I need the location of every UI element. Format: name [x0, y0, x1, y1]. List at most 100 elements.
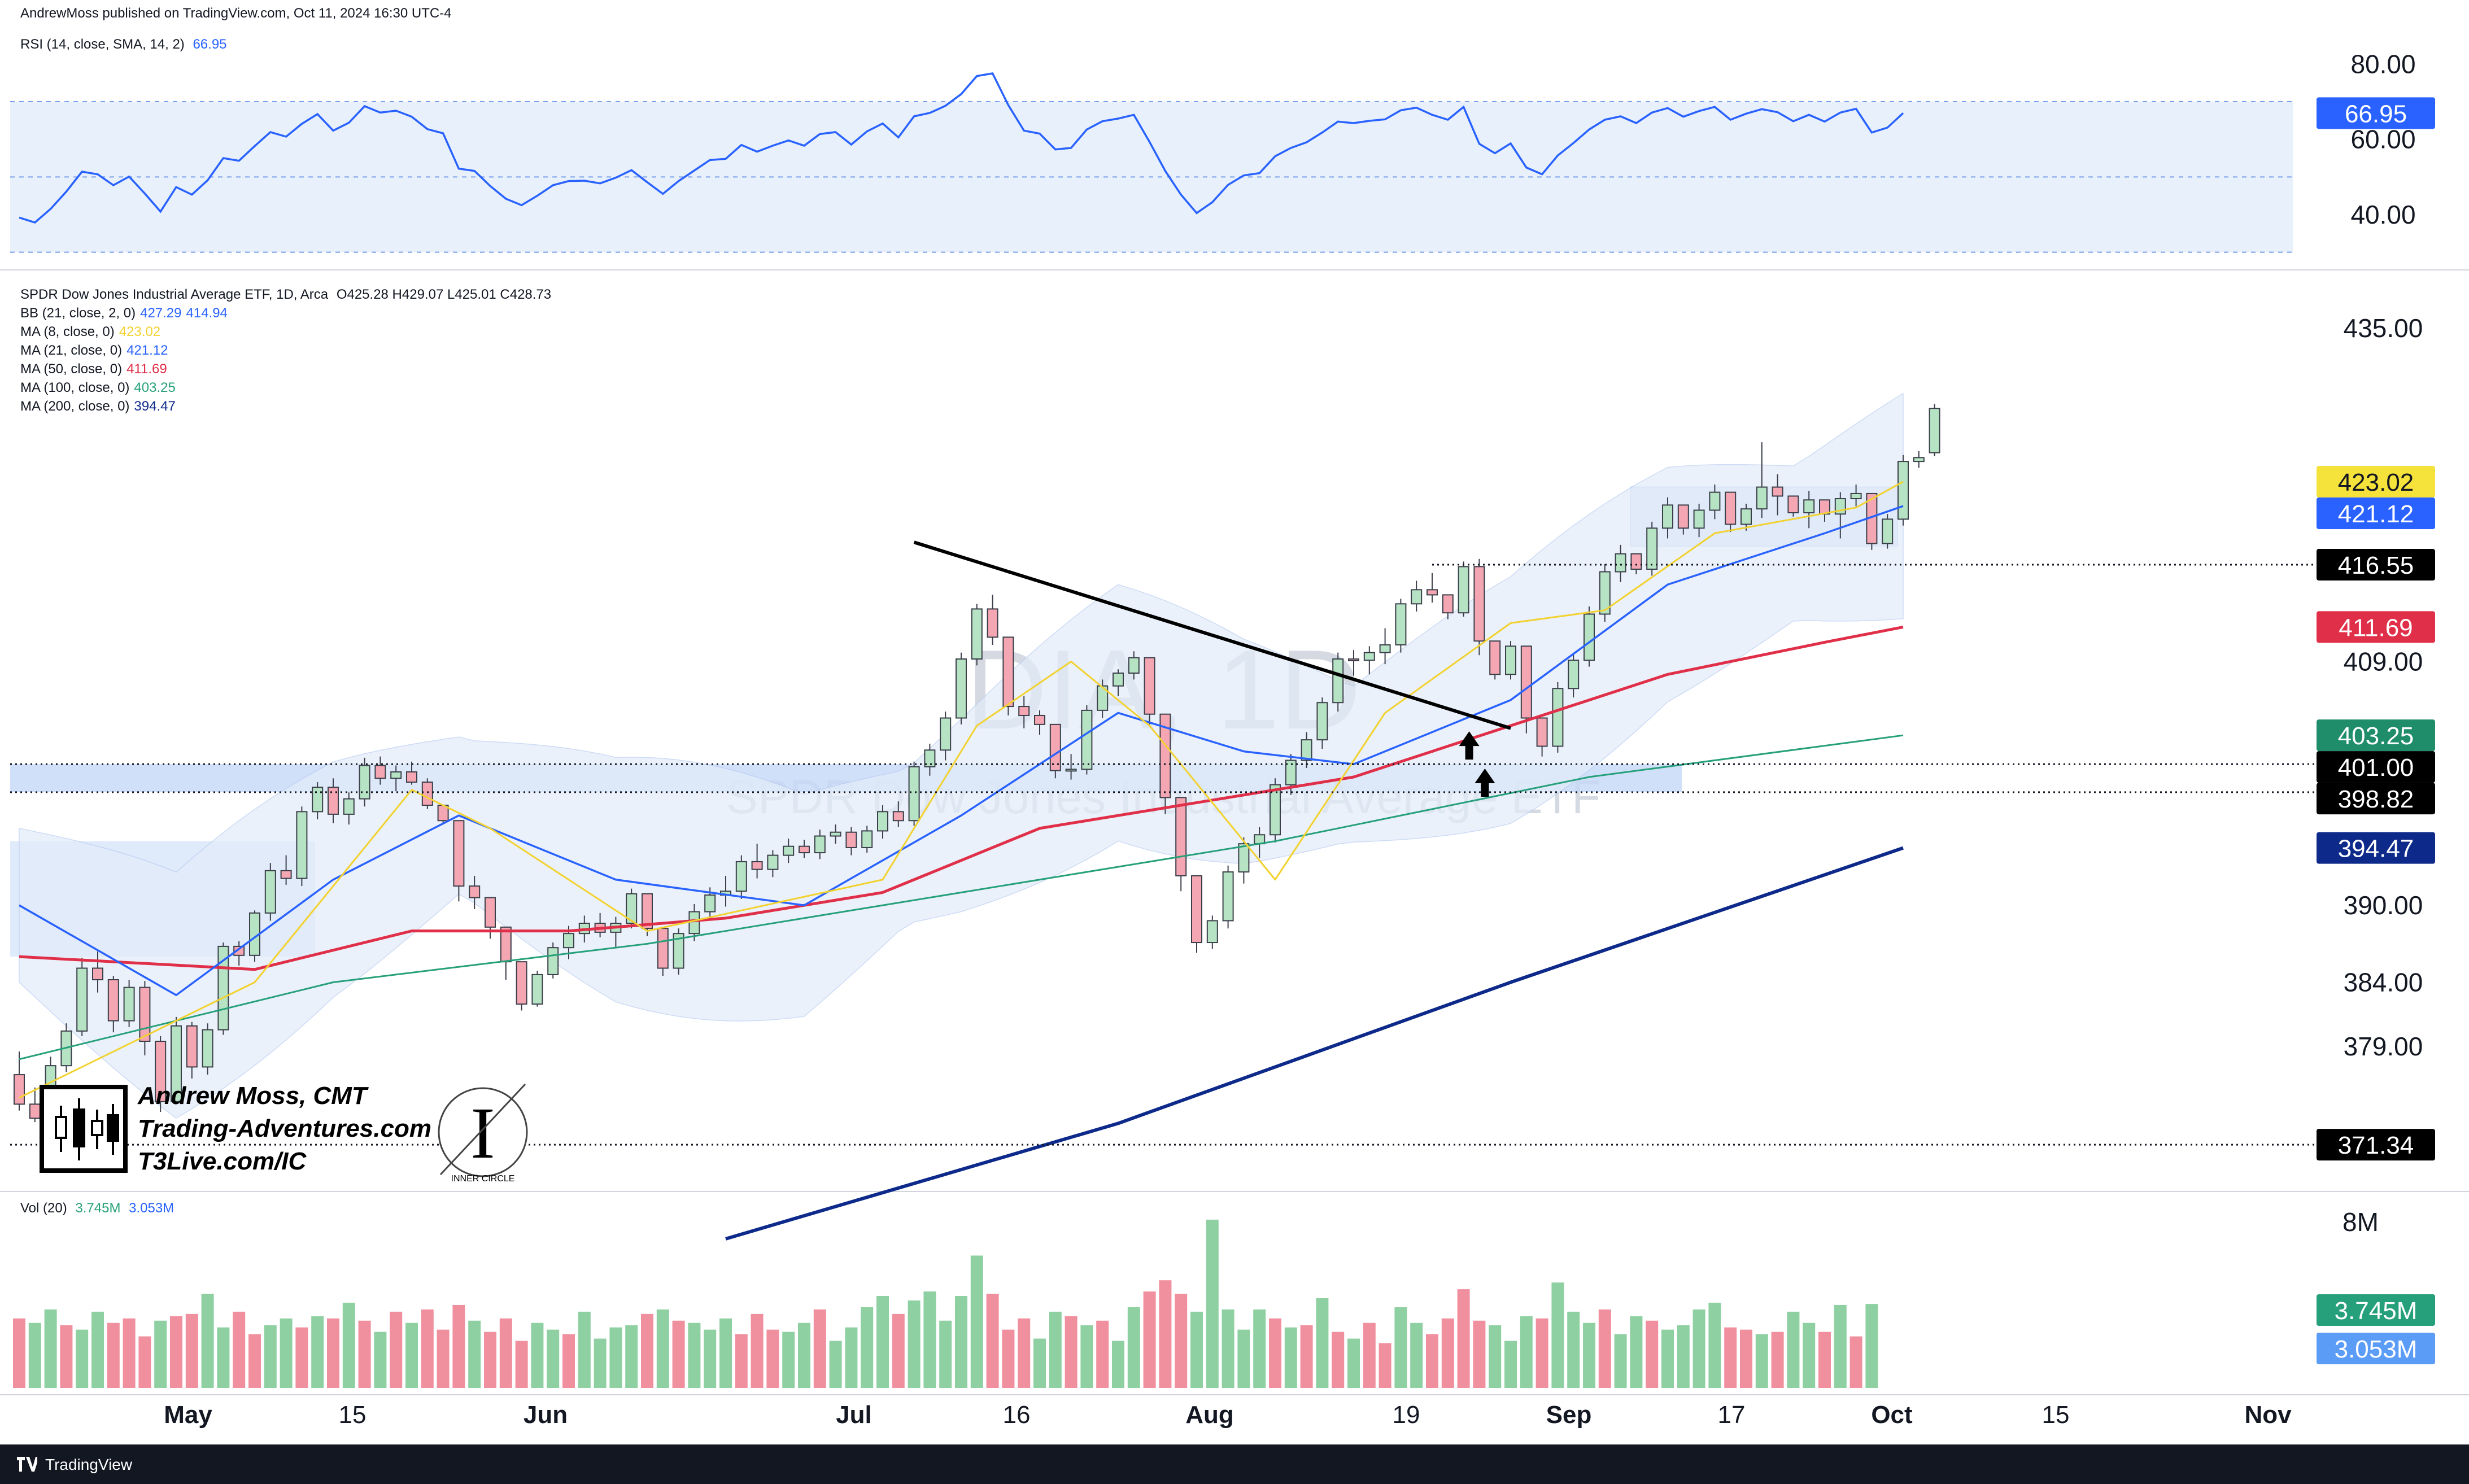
candle — [1458, 566, 1469, 614]
x-axis-tick-label: 16 — [1003, 1401, 1031, 1429]
volume-bar — [13, 1318, 25, 1388]
candle — [1206, 920, 1218, 944]
volume-bar — [1127, 1307, 1140, 1388]
price-label-bg — [2317, 611, 2435, 643]
legend-row: MA (200, close, 0) 394.47 — [20, 397, 551, 416]
rsi-legend[interactable]: RSI (14, close, SMA, 14, 2) 66.95 — [20, 35, 227, 54]
candle — [1709, 491, 1721, 511]
candle — [1599, 571, 1611, 615]
price-label: 401.00 — [2317, 751, 2435, 783]
volume-bar — [955, 1296, 967, 1388]
volume-bar — [217, 1327, 230, 1388]
rsi-legend-value: 66.95 — [193, 37, 227, 52]
x-axis-tick-label: 15 — [2042, 1401, 2070, 1429]
candle — [767, 854, 779, 870]
signature-block: Andrew Moss, CMT Trading-Adventures.com T3… — [40, 1082, 528, 1184]
candle — [1630, 553, 1642, 570]
volume-bar — [1284, 1327, 1297, 1388]
price-legend[interactable]: SPDR Dow Jones Industrial Average ETF, 1… — [20, 285, 551, 416]
volume-bar — [201, 1294, 214, 1388]
candle — [1536, 717, 1548, 747]
candle — [202, 1029, 213, 1068]
candle — [485, 897, 496, 928]
candle — [1065, 769, 1077, 772]
candle — [92, 967, 103, 980]
volume-axis-tick-label: 8M — [2343, 1207, 2379, 1237]
volume-bar — [923, 1291, 936, 1388]
candle — [1427, 589, 1438, 596]
price-label-bg — [2317, 751, 2435, 783]
signature-line: T3Live.com/IC — [138, 1147, 307, 1175]
price-label-bg — [2317, 549, 2435, 581]
volume-bar — [1065, 1316, 1078, 1388]
volume-bar — [1363, 1322, 1376, 1388]
candle — [1395, 603, 1407, 646]
volume-bar — [735, 1334, 748, 1388]
candle — [390, 771, 402, 779]
volume-bar — [1473, 1320, 1486, 1388]
trendline[interactable] — [913, 540, 1511, 730]
volume-bar — [1049, 1311, 1062, 1388]
volume-bar — [327, 1318, 339, 1388]
volume-legend[interactable]: Vol (20) 3.745M 3.053M — [20, 1199, 174, 1217]
volume-bar — [1865, 1304, 1878, 1388]
volume-bar — [1646, 1320, 1659, 1388]
legend-row-label: MA (200, close, 0) — [20, 399, 130, 414]
candle — [735, 861, 747, 892]
signature-line: Andrew Moss, CMT — [137, 1082, 369, 1110]
volume-legend-label: Vol (20) — [20, 1201, 67, 1216]
candle — [1316, 702, 1328, 741]
candle — [264, 870, 276, 914]
price-label: 398.82 — [2317, 783, 2435, 815]
candle — [783, 845, 795, 856]
volume-bar — [91, 1311, 104, 1388]
legend-row-value: 421.12 — [126, 343, 168, 358]
seal-text: INNER CIRCLE — [451, 1174, 515, 1184]
candle — [956, 658, 967, 719]
volume-bar — [233, 1311, 246, 1388]
candle — [1929, 408, 1940, 453]
volume-bar — [1504, 1341, 1517, 1388]
signature-line: Trading-Adventures.com — [138, 1115, 431, 1142]
x-axis-tick-label: Aug — [1185, 1401, 1234, 1429]
candle — [1049, 723, 1061, 771]
candle — [76, 967, 88, 1032]
volume-bar — [1410, 1322, 1423, 1388]
candle — [1379, 644, 1391, 653]
candle — [1787, 495, 1799, 514]
volume-bar — [1175, 1294, 1188, 1388]
candle — [14, 1074, 25, 1105]
up-arrow-icon — [1475, 769, 1495, 797]
candle — [924, 749, 936, 767]
candle — [155, 1041, 167, 1102]
candle — [1285, 760, 1297, 785]
volume-bar — [751, 1313, 764, 1388]
volume-label-text: 3.053M — [2335, 1335, 2418, 1363]
candle — [1772, 486, 1783, 497]
candle — [1411, 589, 1423, 605]
candle — [1756, 486, 1768, 510]
candle — [1913, 457, 1925, 462]
candle — [123, 987, 135, 1022]
candle — [453, 820, 465, 887]
candle — [971, 608, 983, 660]
rsi-axis-tick-label: 80.00 — [2350, 49, 2415, 78]
candle — [1348, 658, 1359, 662]
x-axis-tick-label: Sep — [1546, 1401, 1592, 1429]
volume-bar — [1096, 1320, 1109, 1388]
volume-bar — [107, 1322, 120, 1388]
volume-bar — [28, 1322, 41, 1388]
price-label: 423.02 — [2317, 466, 2435, 498]
volume-bar — [311, 1316, 324, 1388]
candle — [1018, 706, 1030, 716]
candle — [1505, 645, 1516, 675]
volume-bar — [1080, 1325, 1093, 1388]
candle — [359, 765, 370, 800]
volume-bar — [1237, 1329, 1250, 1388]
candle — [1693, 509, 1705, 529]
candle — [1301, 739, 1312, 761]
volume-bar — [562, 1334, 575, 1388]
legend-row: MA (8, close, 0) 423.02 — [20, 322, 551, 341]
volume-bar — [123, 1318, 136, 1388]
